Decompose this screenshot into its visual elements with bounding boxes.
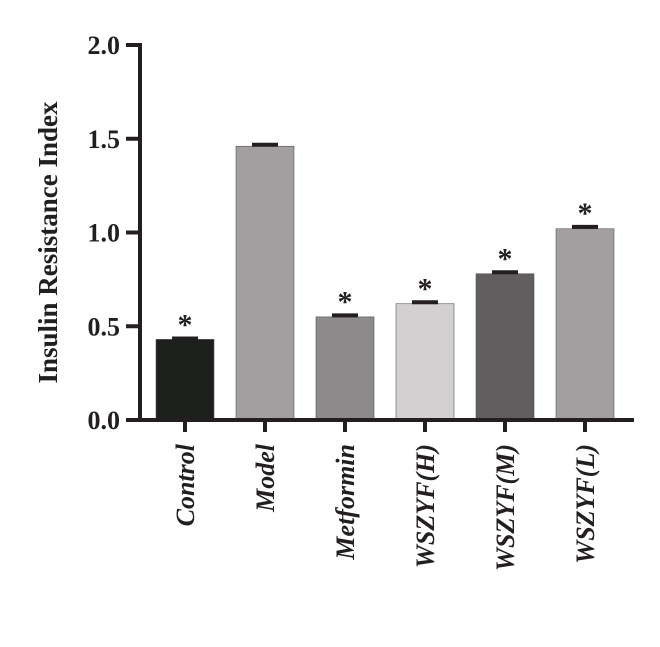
y-tick-label: 1.0 <box>88 219 121 248</box>
significance-marker: * <box>418 272 433 305</box>
x-tick-label: Control <box>171 443 200 526</box>
bar-wszyf-l- <box>555 228 615 421</box>
y-axis: 0.0 0.5 1.0 1.5 2.0 <box>88 31 142 435</box>
bar-control <box>155 339 215 421</box>
significance-marker: * <box>498 242 513 275</box>
y-tick-label: 1.5 <box>88 125 121 154</box>
bar-model <box>235 145 295 421</box>
x-tick-label: WSZYF(L) <box>571 444 600 564</box>
x-tick-label: WSZYF(H) <box>411 444 440 568</box>
bar-wszyf-m- <box>475 273 535 421</box>
y-tick-label: 0.0 <box>88 406 121 435</box>
x-tick-label: WSZYF(M) <box>491 444 520 571</box>
significance-marker: * <box>578 197 593 230</box>
x-tick-label: Metformin <box>331 444 360 561</box>
bar-wszyf-h- <box>395 303 455 421</box>
y-axis-title: Insulin Resistance Index <box>33 101 63 384</box>
significance-marker: * <box>338 285 353 318</box>
y-tick-label: 2.0 <box>88 31 121 60</box>
y-tick-label: 0.5 <box>88 312 121 341</box>
x-axis: Control Model Metformin WSZYF(H) WSZYF(M) WSZ… <box>138 418 634 571</box>
bar-metformin <box>315 316 375 421</box>
bars: * * * * * <box>155 142 615 421</box>
significance-marker: * <box>178 308 193 341</box>
x-tick-label: Model <box>251 443 280 513</box>
